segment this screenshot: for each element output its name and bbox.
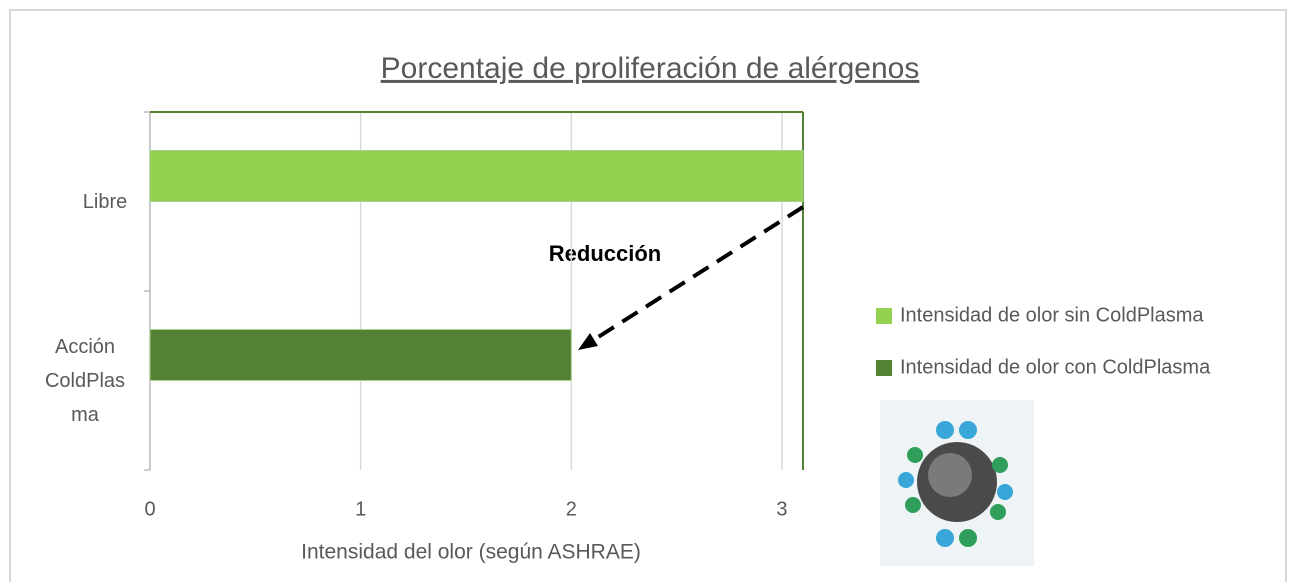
bar [149,150,804,202]
x-axis-title: Intensidad del olor (según ASHRAE) [301,541,641,564]
chart-border [9,9,1287,582]
x-tick-label: 0 [144,498,155,520]
arrow [590,205,805,343]
bar [149,329,572,381]
annotation: Reducción [549,241,661,266]
chart-title: Porcentaje de proliferación de alérgenos [381,52,920,85]
arrow-head [578,333,598,350]
molecule-image [880,400,1034,566]
x-tick-label: 3 [776,498,787,520]
x-tick-label: 2 [566,498,577,520]
legend-swatch [876,360,892,376]
legend-swatch [876,308,892,324]
x-tick-label: 1 [355,498,366,520]
y-tick-label: Acción ColdPlasma [44,335,126,426]
y-tick-label: Libre [82,190,128,213]
legend-label: Intensidad de olor con ColdPlasma [900,356,1211,378]
legend-label: Intensidad de olor sin ColdPlasma [900,304,1204,326]
